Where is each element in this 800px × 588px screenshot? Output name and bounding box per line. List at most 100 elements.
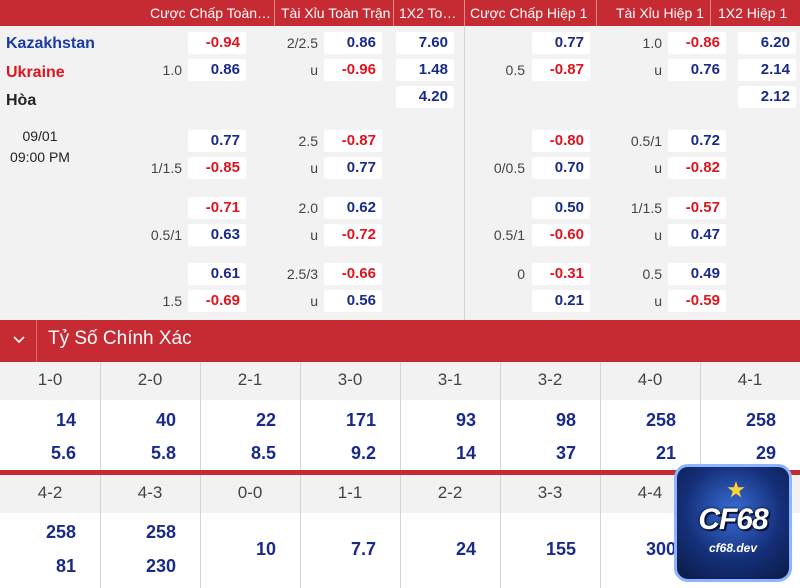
score-label: 1-0 [37,370,63,389]
odds-cell[interactable]: 0.77 [532,32,590,54]
odds-cell[interactable]: 0.70 [532,157,590,179]
odds-cell[interactable]: -0.80 [532,130,590,152]
ah-line: 0.5/1 [150,227,182,243]
odds-cell[interactable]: -0.60 [532,224,590,246]
score-label: 3-3 [537,483,563,502]
odds-header: Cược Chấp Toàn Trận Tài Xỉu Toàn Trận 1X… [0,0,800,26]
score-odds[interactable]: 300 [645,539,676,559]
ou-under-label: u [310,160,318,176]
ou-under-label: u [654,62,662,78]
score-odds[interactable]: 258 [145,522,176,542]
score-odds[interactable]: 9.2 [350,443,376,463]
odds-cell[interactable]: 4.20 [396,86,454,108]
odds-cell[interactable]: -0.96 [324,59,382,81]
odds-cell[interactable]: 0.49 [668,263,726,285]
odds-cell[interactable]: 2.14 [738,59,796,81]
odds-cell[interactable]: -0.87 [532,59,590,81]
score-odds[interactable]: 29 [755,443,776,463]
odds-cell[interactable]: -0.31 [532,263,590,285]
odds-cell[interactable]: 7.60 [396,32,454,54]
row-divider [0,470,800,475]
score-odds[interactable]: 5.6 [50,443,76,463]
odds-cell[interactable]: -0.66 [324,263,382,285]
score-odds[interactable]: 14 [55,410,76,430]
odds-cell[interactable]: -0.71 [188,197,246,219]
logo-text: CF68 [698,503,768,536]
chevron-down-icon[interactable] [12,332,26,346]
match-date: 09/01 [22,128,58,144]
ou-under-label: u [310,62,318,78]
ou-line: 0.5/1 [630,133,662,149]
odds-cell[interactable]: -0.85 [188,157,246,179]
odds-cell[interactable]: 0.77 [324,157,382,179]
score-label: 4-4 [637,483,663,502]
score-odds[interactable]: 230 [145,556,176,576]
header-ah-full[interactable]: Cược Chấp Toàn Trận [150,5,272,21]
score-odds[interactable]: 155 [545,539,576,559]
odds-cell[interactable]: 0.21 [532,290,590,312]
star-icon [727,481,745,498]
header-ah-h1[interactable]: Cược Chấp Hiệp 1 [470,5,588,21]
home-team: Kazakhstan [6,35,95,52]
exact-score-title: Tỷ Số Chính Xác [48,328,192,349]
score-label: 2-2 [437,483,463,502]
score-odds[interactable]: 24 [455,539,476,559]
odds-cell[interactable]: 0.63 [188,224,246,246]
score-odds[interactable]: 22 [255,410,276,430]
score-label: 3-1 [437,370,463,389]
odds-cell[interactable]: 0.47 [668,224,726,246]
odds-cell[interactable]: -0.86 [668,32,726,54]
ou-line: 2.5/3 [286,266,318,282]
exact-score-bar[interactable]: Tỷ Số Chính Xác [0,320,800,362]
odds-cell[interactable]: -0.59 [668,290,726,312]
score-odds[interactable]: 37 [555,443,576,463]
score-label: 1-1 [337,483,363,502]
score-odds[interactable]: 10 [255,539,276,559]
odds-cell[interactable]: 0.76 [668,59,726,81]
odds-cell[interactable]: 0.50 [532,197,590,219]
score-label: 4-2 [37,483,63,502]
odds-cell[interactable]: 0.86 [188,59,246,81]
score-label: 3-0 [337,370,363,389]
odds-cell[interactable]: -0.57 [668,197,726,219]
header-ou-full[interactable]: Tài Xỉu Toàn Trận [281,5,391,21]
odds-cell[interactable]: 0.77 [188,130,246,152]
score-label: 3-2 [537,370,563,389]
odds-cell[interactable]: 1.48 [396,59,454,81]
odds-cell[interactable]: -0.87 [324,130,382,152]
match-time: 09:00 PM [10,149,70,165]
odds-cell[interactable]: 0.56 [324,290,382,312]
odds-cell[interactable]: 0.62 [324,197,382,219]
score-odds[interactable]: 98 [555,410,576,430]
score-odds[interactable]: 40 [155,410,176,430]
odds-cell[interactable]: -0.72 [324,224,382,246]
score-label: 2-1 [237,370,263,389]
score-odds[interactable]: 14 [455,443,476,463]
score-odds[interactable]: 8.5 [250,443,276,463]
score-label: 0-0 [237,483,263,502]
score-odds[interactable]: 93 [455,410,476,430]
score-odds[interactable]: 5.8 [150,443,176,463]
score-odds[interactable]: 81 [55,556,76,576]
brand-logo: CF68 cf68.dev [674,464,792,582]
score-odds[interactable]: 258 [45,522,76,542]
score-label: 4-3 [137,483,163,502]
odds-cell[interactable]: 2.12 [738,86,796,108]
odds-cell[interactable]: 0.86 [324,32,382,54]
score-odds[interactable]: 258 [645,410,676,430]
header-1x2-h1[interactable]: 1X2 Hiệp 1 [718,5,788,21]
score-odds[interactable]: 21 [655,443,676,463]
odds-cell[interactable]: -0.82 [668,157,726,179]
odds-cell[interactable]: 0.61 [188,263,246,285]
ou-line: 2.5 [298,133,318,149]
score-odds[interactable]: 258 [745,410,776,430]
header-1x2-full[interactable]: 1X2 Toàn Trận [399,5,463,21]
odds-cell[interactable]: -0.69 [188,290,246,312]
score-odds[interactable]: 171 [345,410,376,430]
odds-cell[interactable]: 6.20 [738,32,796,54]
score-odds[interactable]: 7.7 [350,539,376,559]
ou-line: 2.0 [298,200,318,216]
odds-cell[interactable]: 0.72 [668,130,726,152]
odds-cell[interactable]: -0.94 [188,32,246,54]
header-ou-h1[interactable]: Tài Xỉu Hiệp 1 [616,5,704,21]
